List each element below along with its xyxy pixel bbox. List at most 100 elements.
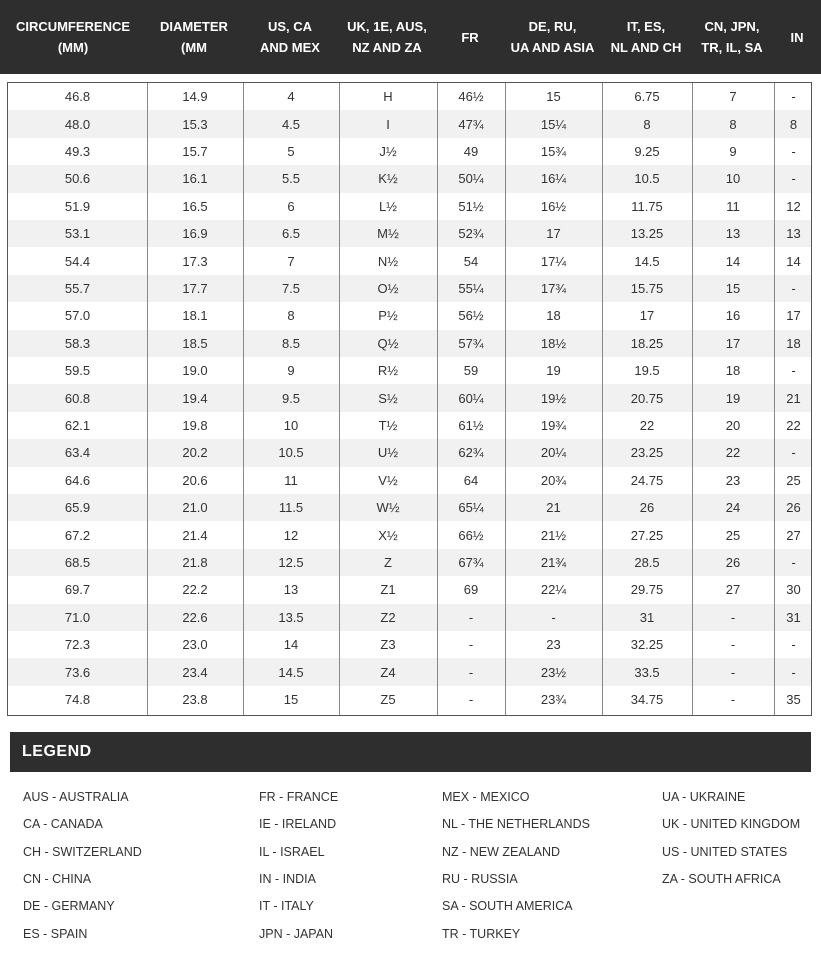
table-cell: Q½ [377, 335, 399, 351]
table-cell: 15 [283, 691, 299, 707]
column-divider [147, 83, 148, 715]
table-cell: 27 [786, 527, 801, 543]
table-cell: 5 [287, 143, 295, 159]
table-cell: 4 [287, 89, 295, 105]
table-cell: 57.0 [64, 308, 91, 324]
column-divider [437, 83, 438, 715]
table-cell: - [468, 691, 474, 707]
table-cell: 8 [729, 116, 737, 132]
table-cell: 15.75 [630, 280, 664, 296]
table-cell: 59 [463, 363, 479, 379]
table-row: 67.2 21.4 12 X½ 66½ 21½ 27.25 25 27 [8, 521, 811, 548]
legend-item: NL - THE NETHERLANDS [442, 817, 590, 832]
table-cell: Z4 [380, 664, 396, 680]
table-cell: 34.75 [630, 691, 664, 707]
table-cell: 17.7 [182, 280, 208, 296]
legend-item: CA - CANADA [23, 817, 103, 832]
table-cell: 16.1 [182, 171, 208, 187]
table-cell: 47¾ [458, 116, 484, 132]
table-cell: 69 [463, 582, 479, 598]
column-header: UK, 1E, AUS, NZ AND ZA [347, 19, 427, 55]
table-cell: Z2 [380, 609, 396, 625]
table-cell: - [791, 143, 796, 159]
table-row: 54.4 17.3 7 N½ 54 17¼ 14.5 14 14 [8, 247, 811, 274]
table-cell: 26 [639, 500, 655, 516]
table-cell: 15 [725, 280, 741, 296]
table-cell: 62¾ [458, 445, 484, 461]
table-cell: 19.8 [182, 417, 208, 433]
table-cell: 53.1 [64, 226, 91, 242]
table-cell: 20.2 [182, 445, 208, 461]
table-cell: 17.3 [182, 253, 208, 269]
table-cell: 13 [283, 582, 299, 598]
table-cell: J½ [379, 143, 397, 159]
table-cell: R½ [377, 363, 399, 379]
table-cell: 57¾ [458, 335, 484, 351]
table-cell: - [791, 445, 796, 461]
table-cell: 19 [546, 363, 561, 379]
table-cell: 11 [284, 472, 298, 488]
table-cell: 49 [463, 143, 479, 159]
table-cell: T½ [378, 417, 398, 433]
table-row: 50.6 16.1 5.5 K½ 50¼ 16¼ 10.5 10 - [8, 165, 811, 193]
table-cell: 4.5 [281, 116, 301, 132]
table-cell: V½ [378, 472, 398, 488]
column-divider [243, 83, 244, 715]
table-cell: 21.4 [182, 527, 208, 543]
table-cell: 62.1 [64, 417, 91, 433]
table-cell: 55¼ [458, 280, 484, 296]
table-cell: - [730, 609, 736, 625]
column-header: FR [461, 29, 479, 45]
table-cell: 15 [546, 89, 561, 105]
table-cell: 15.7 [182, 143, 208, 159]
table-cell: 63.4 [64, 445, 91, 461]
column-header: IT, ES, NL AND CH [610, 19, 682, 55]
table-cell: 19½ [540, 390, 567, 406]
legend-item: ES - SPAIN [23, 926, 88, 941]
table-cell: 16 [725, 308, 741, 324]
table-cell: 22 [639, 417, 655, 433]
table-row: 74.8 23.8 15 Z5 - 23¾ 34.75 - 35 [8, 686, 811, 713]
table-cell: Z [384, 554, 392, 570]
table-cell: 6.5 [281, 226, 301, 242]
table-cell: 21 [546, 500, 561, 516]
table-cell: 18.5 [182, 335, 208, 351]
table-cell: 64 [463, 472, 479, 488]
table-cell: 54.4 [64, 253, 91, 269]
table-cell: 9 [729, 143, 737, 159]
table-cell: 61½ [458, 417, 484, 433]
table-cell: H [383, 89, 393, 105]
table-row: 57.0 18.1 8 P½ 56½ 18 17 16 17 [8, 302, 811, 329]
legend-item: IT - ITALY [259, 899, 314, 914]
table-row: 49.3 15.7 5 J½ 49 15¾ 9.25 9 - [8, 138, 811, 165]
table-cell: 18.25 [630, 335, 664, 351]
table-cell: - [791, 637, 796, 653]
table-cell: 67.2 [64, 527, 91, 543]
table-row: 63.4 20.2 10.5 U½ 62¾ 20¼ 23.25 22 - [8, 439, 811, 467]
table-cell: 16½ [540, 198, 567, 214]
table-cell: - [551, 609, 556, 625]
table-cell: 10.5 [278, 445, 304, 461]
table-cell: 10.5 [634, 171, 660, 187]
table-cell: N½ [377, 253, 399, 269]
table-cell: 13.5 [278, 609, 304, 625]
table-row: 68.5 21.8 12.5 Z 67¾ 21¾ 28.5 26 - [8, 548, 811, 577]
table-cell: - [730, 691, 736, 707]
legend-item: TR - TURKEY [442, 926, 521, 941]
table-cell: 14 [283, 637, 299, 653]
table-cell: 14.5 [278, 664, 304, 680]
table-cell: 72.3 [64, 637, 91, 653]
table-cell: 66½ [458, 527, 484, 543]
table-cell: 65¼ [458, 500, 484, 516]
table-cell: 58.3 [64, 335, 91, 351]
table-cell: 54 [463, 253, 479, 269]
legend-item: JPN - JAPAN [259, 926, 334, 941]
table-cell: 12 [283, 527, 299, 543]
table-cell: 21¾ [540, 554, 567, 570]
table-cell: K½ [378, 171, 398, 187]
table-cell: 64.6 [64, 472, 91, 488]
table-row: 60.8 19.4 9.5 S½ 60¼ 19½ 20.75 19 21 [8, 384, 811, 412]
table-cell: 11 [726, 198, 740, 214]
table-cell: 18 [786, 335, 801, 351]
table-cell: 67¾ [458, 554, 484, 570]
